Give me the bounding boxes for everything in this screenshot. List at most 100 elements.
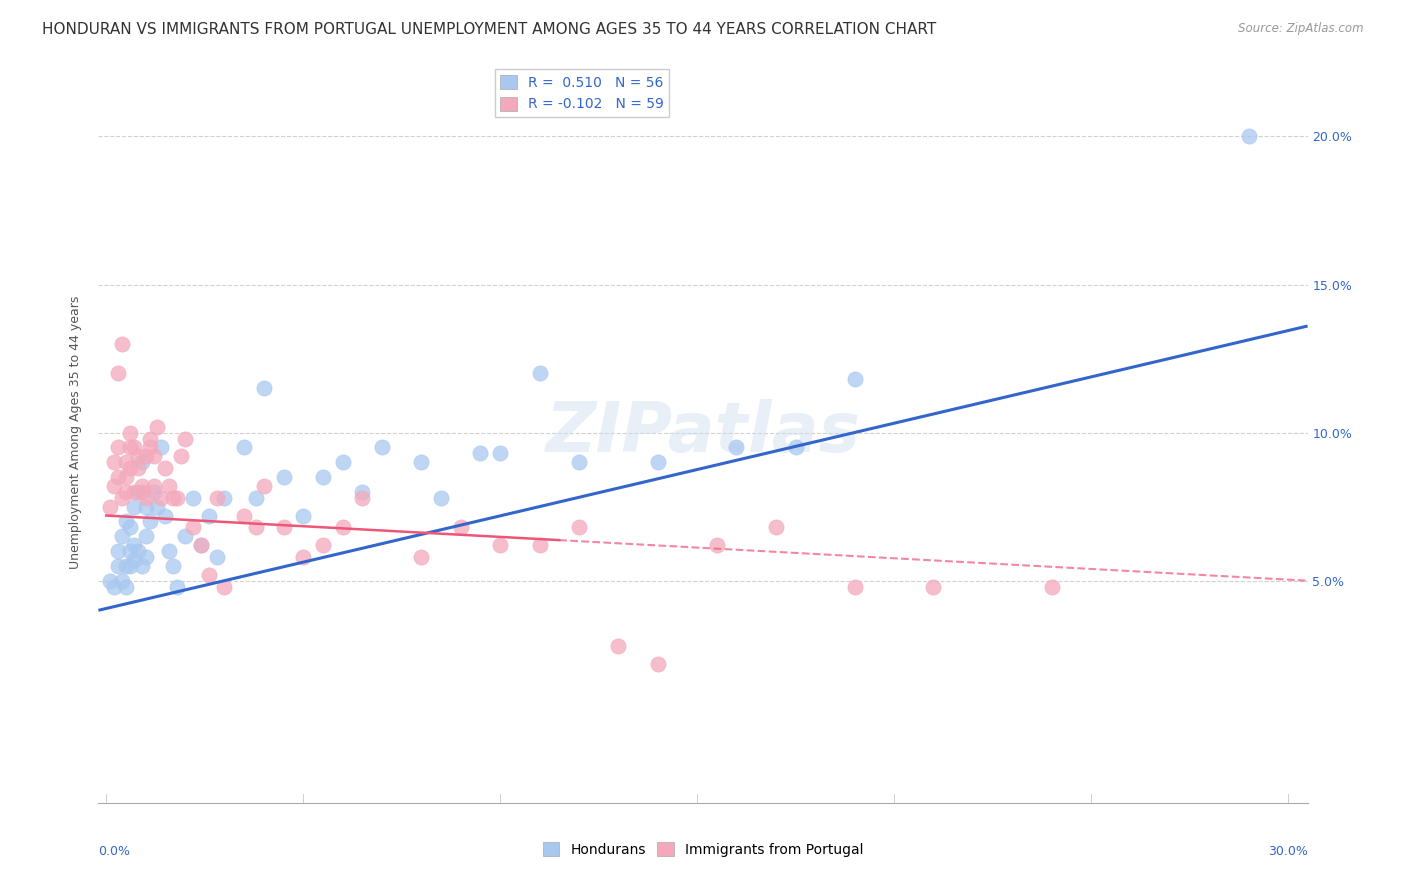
Point bbox=[647, 657, 669, 671]
Point bbox=[1237, 129, 1260, 144]
Point bbox=[725, 441, 748, 455]
Point bbox=[107, 544, 129, 558]
Point bbox=[214, 491, 236, 505]
Point bbox=[107, 470, 129, 484]
Point bbox=[273, 470, 295, 484]
Y-axis label: Unemployment Among Ages 35 to 44 years: Unemployment Among Ages 35 to 44 years bbox=[69, 296, 83, 569]
Point bbox=[253, 381, 276, 395]
Point bbox=[135, 549, 157, 564]
Point bbox=[245, 520, 267, 534]
Point bbox=[131, 484, 153, 499]
Point bbox=[127, 450, 149, 464]
Point bbox=[155, 461, 177, 475]
Point bbox=[155, 508, 177, 523]
Point bbox=[430, 491, 453, 505]
Point bbox=[127, 461, 149, 475]
Point bbox=[205, 491, 228, 505]
Point bbox=[157, 544, 180, 558]
Point bbox=[131, 455, 153, 469]
Point bbox=[205, 549, 228, 564]
Text: Source: ZipAtlas.com: Source: ZipAtlas.com bbox=[1239, 22, 1364, 36]
Point bbox=[146, 500, 169, 514]
Point bbox=[127, 544, 149, 558]
Point bbox=[197, 567, 219, 582]
Point bbox=[138, 441, 160, 455]
Point bbox=[142, 450, 165, 464]
Point bbox=[233, 508, 256, 523]
Point bbox=[529, 367, 551, 381]
Point bbox=[371, 441, 394, 455]
Point bbox=[273, 520, 295, 534]
Point bbox=[332, 520, 354, 534]
Point bbox=[118, 441, 141, 455]
Point bbox=[844, 580, 866, 594]
Point bbox=[127, 484, 149, 499]
Point bbox=[166, 491, 188, 505]
Point bbox=[98, 574, 121, 588]
Point bbox=[107, 441, 129, 455]
Point bbox=[135, 500, 157, 514]
Point bbox=[411, 549, 433, 564]
Point bbox=[115, 515, 138, 529]
Legend: Hondurans, Immigrants from Portugal: Hondurans, Immigrants from Portugal bbox=[537, 837, 869, 863]
Point bbox=[135, 491, 157, 505]
Point bbox=[181, 520, 204, 534]
Point bbox=[174, 432, 197, 446]
Point bbox=[647, 455, 669, 469]
Point bbox=[292, 508, 315, 523]
Point bbox=[118, 425, 141, 440]
Point bbox=[529, 538, 551, 552]
Point bbox=[190, 538, 212, 552]
Point bbox=[332, 455, 354, 469]
Point bbox=[122, 441, 145, 455]
Point bbox=[352, 484, 374, 499]
Point bbox=[111, 491, 134, 505]
Point bbox=[138, 432, 160, 446]
Point bbox=[122, 538, 145, 552]
Point bbox=[190, 538, 212, 552]
Point bbox=[111, 574, 134, 588]
Point bbox=[489, 446, 512, 460]
Point bbox=[135, 450, 157, 464]
Point bbox=[568, 520, 591, 534]
Point bbox=[118, 520, 141, 534]
Point bbox=[162, 491, 184, 505]
Point bbox=[103, 455, 125, 469]
Point bbox=[107, 367, 129, 381]
Point bbox=[450, 520, 472, 534]
Point bbox=[706, 538, 728, 552]
Point bbox=[607, 639, 630, 653]
Point bbox=[197, 508, 219, 523]
Point bbox=[118, 544, 141, 558]
Point bbox=[489, 538, 512, 552]
Text: HONDURAN VS IMMIGRANTS FROM PORTUGAL UNEMPLOYMENT AMONG AGES 35 TO 44 YEARS CORR: HONDURAN VS IMMIGRANTS FROM PORTUGAL UNE… bbox=[42, 22, 936, 37]
Point bbox=[98, 500, 121, 514]
Text: 0.0%: 0.0% bbox=[98, 846, 131, 858]
Point bbox=[122, 484, 145, 499]
Point bbox=[844, 372, 866, 386]
Point bbox=[115, 470, 138, 484]
Point bbox=[922, 580, 945, 594]
Point bbox=[142, 479, 165, 493]
Point bbox=[142, 484, 165, 499]
Point bbox=[118, 461, 141, 475]
Point bbox=[157, 479, 180, 493]
Text: 30.0%: 30.0% bbox=[1268, 846, 1308, 858]
Point bbox=[181, 491, 204, 505]
Point bbox=[111, 336, 134, 351]
Point bbox=[292, 549, 315, 564]
Point bbox=[138, 515, 160, 529]
Point bbox=[253, 479, 276, 493]
Point bbox=[150, 491, 173, 505]
Point bbox=[115, 484, 138, 499]
Point bbox=[166, 580, 188, 594]
Point bbox=[785, 441, 807, 455]
Point bbox=[470, 446, 492, 460]
Point bbox=[233, 441, 256, 455]
Point bbox=[1040, 580, 1063, 594]
Point bbox=[107, 558, 129, 573]
Point bbox=[170, 450, 193, 464]
Point bbox=[118, 558, 141, 573]
Point bbox=[103, 580, 125, 594]
Point bbox=[162, 558, 184, 573]
